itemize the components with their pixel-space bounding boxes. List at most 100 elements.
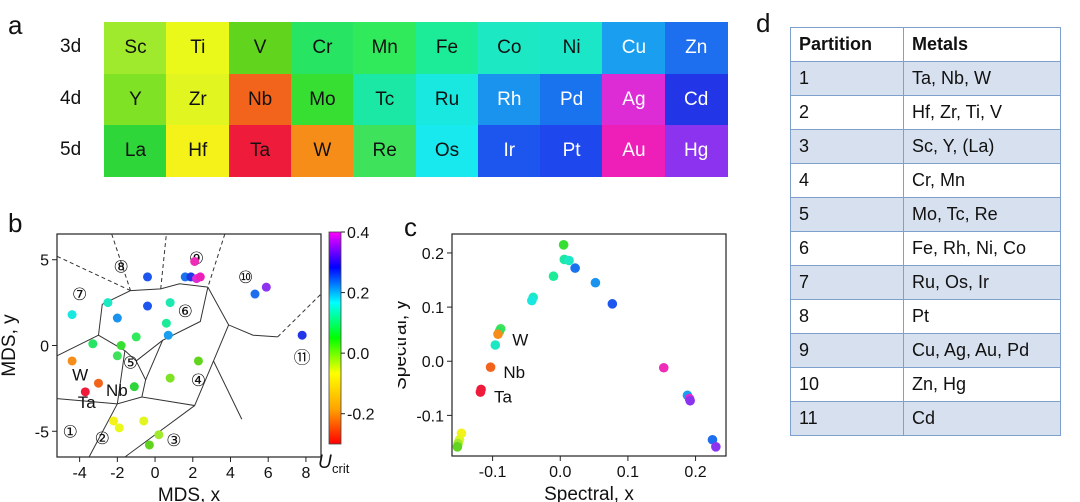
data-point — [297, 330, 307, 340]
element-cell-cd: Cd — [664, 73, 728, 126]
element-cell-w: W — [290, 125, 354, 177]
y-axis-label: MDS, y — [0, 314, 20, 377]
header-partition: Partition — [790, 27, 904, 62]
boundary-line — [207, 286, 278, 338]
metals-cell: Cr, Mn — [903, 163, 1061, 198]
colorbar-tick-label: 0.0 — [347, 346, 369, 363]
panel-label-a: a — [8, 10, 23, 40]
x-tick-label: 2 — [188, 465, 197, 482]
point-annotation: W — [512, 331, 528, 350]
spectral-scatter-chart: -0.1 0.0 0.1 0.2 0.2 0.1 0.0 -0.1 Spectral, x Spe… — [398, 233, 727, 502]
x-tick-label: 0.1 — [617, 464, 639, 481]
region-label: ① — [63, 422, 78, 441]
partition-id-cell: 9 — [790, 333, 904, 368]
region-label: ③ — [166, 431, 181, 450]
data-point — [88, 339, 98, 349]
y-axis-label: Spectral, y — [398, 300, 411, 390]
region-label: ⑧ — [113, 258, 128, 277]
boundary-line — [135, 340, 164, 381]
region-label: ⑥ — [178, 302, 193, 321]
y-tick-label: 0.1 — [422, 300, 444, 317]
table-row: 9 Cu, Ag, Au, Pd — [790, 333, 1061, 368]
data-point — [607, 299, 618, 309]
data-point — [485, 362, 496, 372]
element-cell-cr: Cr — [290, 22, 354, 74]
element-cell-mn: Mn — [353, 22, 417, 74]
element-cell-ni: Ni — [540, 22, 604, 74]
data-point — [658, 362, 669, 373]
element-cell-hf: Hf — [166, 125, 230, 177]
element-cell-sc: Sc — [104, 22, 167, 74]
table-row: 7 Ru, Os, Ir — [790, 265, 1061, 300]
element-cell-ti: Ti — [166, 22, 230, 74]
metals-cell: Hf, Zr, Ti, V — [903, 95, 1061, 130]
point-annotation: Nb — [106, 381, 128, 400]
table-header-row: Partition Metals — [790, 27, 1061, 62]
partition-id-cell: 2 — [790, 95, 904, 130]
y-tick-label: -0.1 — [416, 408, 444, 425]
partition-id-cell: 5 — [790, 197, 904, 232]
metals-cell: Ta, Nb, W — [903, 61, 1061, 96]
data-point — [548, 271, 559, 282]
data-point — [711, 441, 721, 452]
x-tick-label: 8 — [301, 465, 310, 482]
table-row: 11 Cd — [790, 401, 1061, 436]
colorbar-tick-label: 0.4 — [347, 225, 369, 242]
region-label: ⑪ — [294, 349, 311, 368]
partition-id-cell: 6 — [790, 231, 904, 266]
data-point — [67, 356, 77, 366]
y-tick-label: 0.2 — [422, 246, 444, 263]
data-point — [564, 255, 574, 266]
table-row: 1 Ta, Nb, W — [790, 61, 1061, 96]
table-row: 6 Fe, Rh, Ni, Co — [790, 231, 1061, 266]
point-annotation: W — [72, 366, 88, 385]
data-point — [154, 430, 164, 440]
data-point — [558, 240, 569, 250]
boundary-line — [212, 324, 243, 420]
element-cell-la: La — [104, 125, 167, 177]
data-point — [590, 277, 601, 288]
element-cell-ta: Ta — [228, 125, 292, 177]
element-cell-os: Os — [415, 125, 479, 177]
colorbar-tick-label: 0.2 — [347, 286, 369, 303]
metals-cell: Fe, Rh, Ni, Co — [903, 231, 1061, 266]
data-point — [103, 298, 113, 308]
header-metals: Metals — [903, 27, 1061, 62]
element-cell-mo: Mo — [290, 73, 354, 126]
boundary-line — [141, 360, 214, 407]
data-point — [261, 282, 271, 292]
y-tick-label: 0.0 — [422, 354, 444, 371]
data-point — [144, 440, 154, 450]
element-cell-cu: Cu — [602, 22, 666, 74]
colorbar-label: U — [318, 452, 332, 473]
partition-id-cell: 7 — [790, 265, 904, 300]
metals-cell: Pt — [903, 299, 1061, 334]
x-tick-label: 0.2 — [684, 464, 706, 481]
data-point — [685, 395, 695, 406]
data-point — [93, 378, 103, 388]
boundary-line — [88, 403, 118, 458]
element-cell-y: Y — [104, 73, 167, 126]
element-cell-ir: Ir — [477, 125, 541, 177]
data-point — [112, 351, 122, 361]
element-cell-v: V — [228, 22, 292, 74]
element-cell-re: Re — [353, 125, 417, 177]
data-point — [139, 416, 149, 426]
region-label: ② — [95, 429, 110, 448]
table-row: 4 Cr, Mn — [790, 163, 1061, 198]
colorbar — [328, 231, 342, 445]
element-cell-zn: Zn — [664, 22, 728, 74]
region-label: ⑤ — [123, 354, 138, 373]
panel-label-d: d — [756, 8, 771, 38]
point-annotation: Ta — [78, 393, 97, 412]
boundary-line-dashed — [207, 233, 226, 288]
data-point — [165, 373, 175, 383]
data-point — [80, 387, 90, 397]
y-tick-label: 5 — [40, 253, 49, 270]
element-cell-ag: Ag — [602, 73, 666, 126]
data-point — [165, 298, 175, 308]
point-annotation: Nb — [503, 363, 525, 382]
element-cell-co: Co — [477, 22, 541, 74]
data-point — [67, 310, 77, 320]
data-point — [527, 295, 537, 306]
